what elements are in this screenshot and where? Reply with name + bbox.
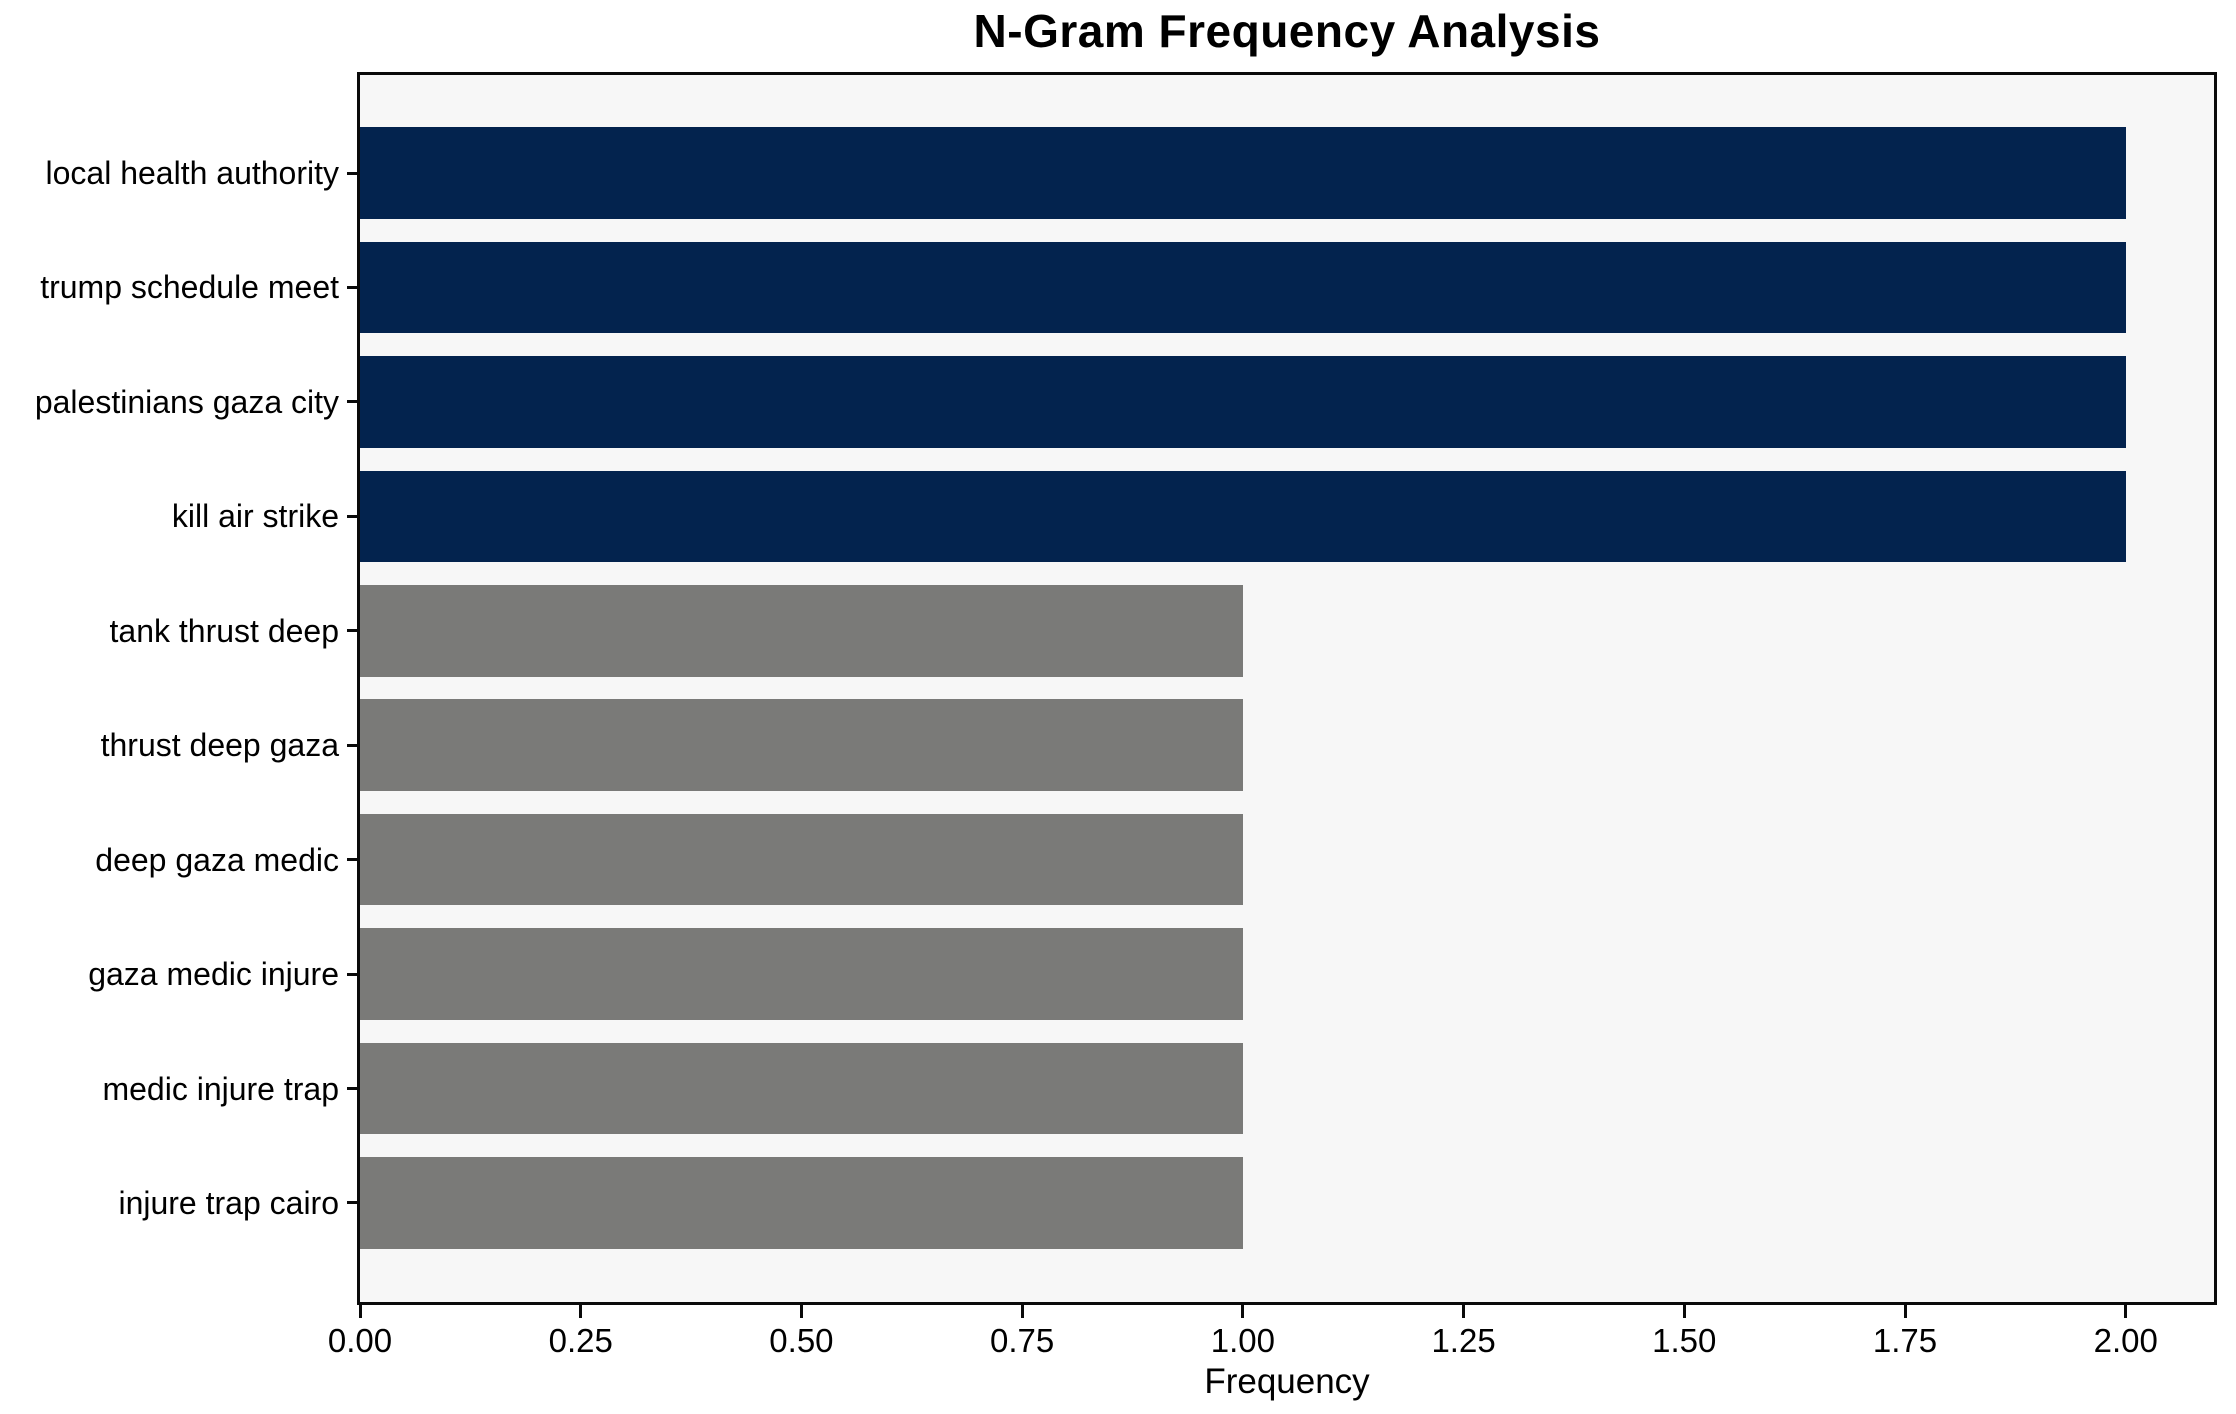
x-tick-label: 0.50 — [769, 1322, 834, 1359]
x-tick-mark — [1241, 1305, 1245, 1318]
x-tick-mark — [579, 1305, 583, 1318]
y-tick-label: gaza medic injure — [88, 956, 339, 993]
bar — [360, 127, 2126, 219]
x-tick-label: 0.75 — [990, 1322, 1055, 1359]
y-tick-mark — [347, 400, 357, 404]
bar — [360, 1042, 1243, 1135]
bar — [360, 813, 1243, 906]
x-tick-label: 2.00 — [2093, 1322, 2158, 1359]
y-tick-mark — [347, 1087, 357, 1091]
y-tick-mark — [347, 1201, 357, 1205]
x-tick-label: 0.25 — [548, 1322, 613, 1359]
y-tick-label: trump schedule meet — [40, 269, 339, 306]
x-tick-label: 0.00 — [327, 1322, 393, 1359]
y-tick-label: thrust deep gaza — [100, 727, 339, 764]
y-tick-mark — [347, 514, 357, 518]
x-tick-mark — [1020, 1305, 1024, 1318]
bar — [360, 1157, 1243, 1249]
bar — [360, 241, 2126, 334]
y-tick-label: palestinians gaza city — [34, 383, 339, 420]
y-tick-mark — [347, 285, 357, 289]
x-tick-mark — [1903, 1305, 1907, 1318]
x-tick-mark — [1682, 1305, 1686, 1318]
bar — [360, 928, 1243, 1020]
x-tick-mark — [2124, 1305, 2128, 1318]
x-tick-mark — [799, 1305, 803, 1318]
x-axis-title: Frequency — [1204, 1362, 1370, 1401]
x-tick-label: 1.75 — [1872, 1322, 1938, 1359]
x-tick-mark — [358, 1305, 362, 1318]
x-tick-label: 1.00 — [1210, 1322, 1275, 1359]
y-tick-mark — [347, 743, 357, 747]
x-tick-label: 1.25 — [1431, 1322, 1496, 1359]
y-tick-mark — [347, 972, 357, 976]
y-tick-label: deep gaza medic — [95, 841, 339, 878]
y-tick-label: injure trap cairo — [118, 1184, 339, 1221]
bar — [360, 699, 1243, 791]
y-tick-label: tank thrust deep — [109, 612, 339, 649]
y-tick-label: local health authority — [45, 155, 339, 191]
bar — [360, 585, 1243, 677]
bar — [360, 356, 2126, 448]
y-tick-mark — [347, 629, 357, 633]
y-tick-label: kill air strike — [171, 498, 339, 535]
x-tick-label: 1.50 — [1652, 1322, 1717, 1359]
plot-area — [357, 72, 2217, 1305]
bar — [360, 470, 2126, 563]
y-tick-label: medic injure trap — [102, 1070, 339, 1107]
y-tick-mark — [347, 858, 357, 862]
x-tick-mark — [1462, 1305, 1466, 1318]
y-tick-mark — [347, 171, 357, 175]
chart-title: N-Gram Frequency Analysis — [973, 5, 1601, 57]
